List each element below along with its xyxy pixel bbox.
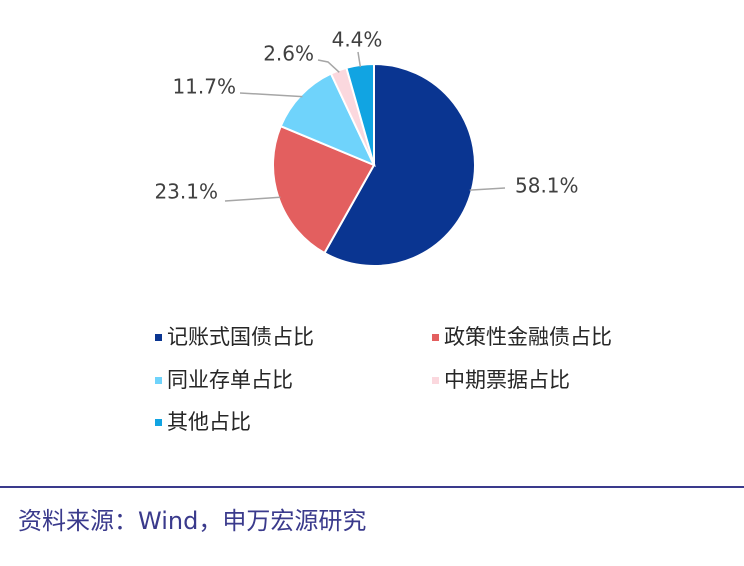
leader-line [357,51,362,68]
legend-label: 中期票据占比 [444,368,570,392]
leader-line [317,59,340,73]
legend-label: 同业存单占比 [167,368,293,392]
leader-line [469,187,506,191]
data-label: 23.1% [154,180,218,204]
data-label: 11.7% [172,75,236,99]
legend-marker [155,334,162,341]
legend-label: 其他占比 [167,410,251,434]
source: 资料来源：Wind，申万宏源研究 [18,507,366,535]
legend-label: 政策性金融债占比 [444,325,612,349]
legend-marker [155,419,162,426]
legend-marker [155,377,162,384]
data-label: 4.4% [332,28,383,52]
legend-marker [432,334,439,341]
legend-marker [432,377,439,384]
legend-label: 记账式国债占比 [167,325,314,349]
pie-slice [279,72,377,167]
leader-line [224,196,281,202]
data-label: 58.1% [515,174,579,198]
leader-line [239,92,303,98]
data-label: 2.6% [263,42,314,66]
